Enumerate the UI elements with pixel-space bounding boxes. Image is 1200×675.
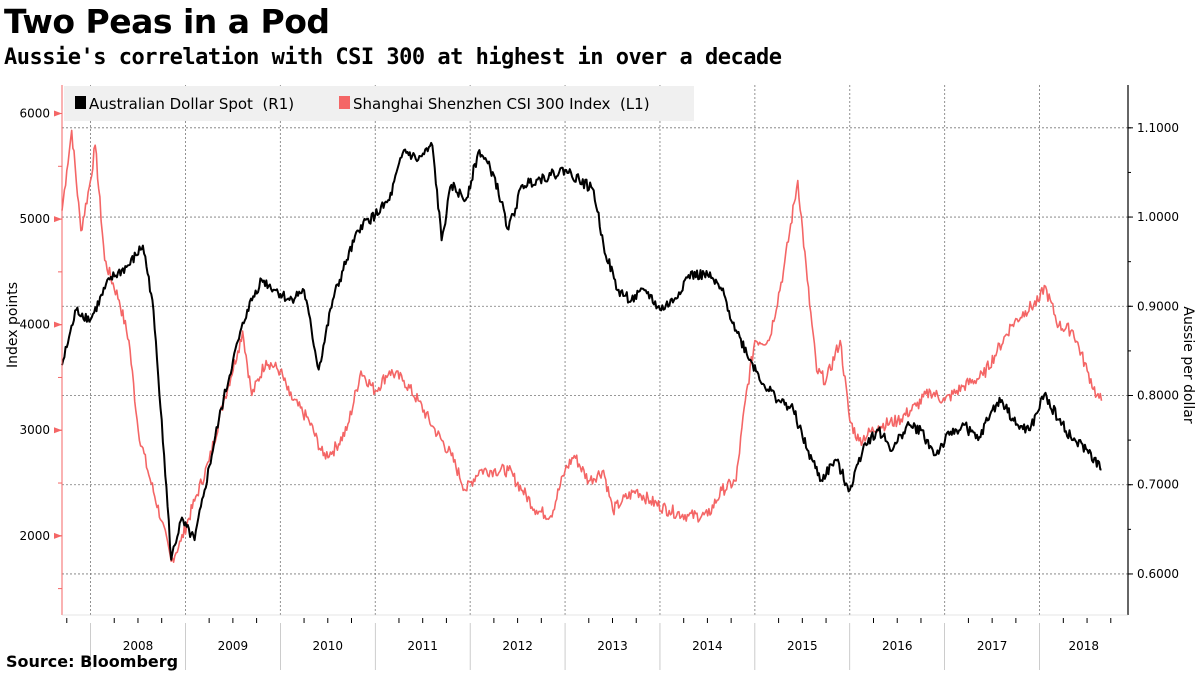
x-tick-label: 2015 <box>787 639 818 653</box>
y-right-tick-label: 0.7000 <box>1137 478 1179 492</box>
axes: 0.6000 0.7000 0.8000 0.9000 1.0000 1.1000 2000… <box>19 85 1179 670</box>
y-right-tick-label: 0.9000 <box>1137 299 1179 313</box>
y-left-tick-label: 5000 <box>19 212 50 226</box>
y-left-tick-label: 4000 <box>19 318 50 332</box>
legend-swatch-csi <box>339 96 350 109</box>
x-tick-label: 2017 <box>977 639 1008 653</box>
source-note: Source: Bloomberg <box>6 652 179 671</box>
y-axis-left-label: Index points <box>5 282 21 368</box>
x-tick-label: 2014 <box>692 639 723 653</box>
y-right-tick-label: 1.1000 <box>1137 121 1179 135</box>
x-tick-label: 2012 <box>502 639 533 653</box>
legend-label-csi: Shanghai Shenzhen CSI 300 Index (L1) <box>353 95 650 113</box>
chart-subtitle: Aussie's correlation with CSI 300 at hig… <box>4 45 782 70</box>
x-tick-label: 2010 <box>313 639 344 653</box>
x-tick-label: 2009 <box>218 639 249 653</box>
x-tick-label: 2016 <box>882 639 913 653</box>
y-right-tick-label: 0.8000 <box>1137 389 1179 403</box>
series-lines <box>61 129 1103 563</box>
y-left-tick-label: 2000 <box>19 529 50 543</box>
y-axis-right-label: Aussie per dollar <box>1180 306 1196 424</box>
legend: Australian Dollar Spot (R1) Shanghai She… <box>64 86 694 121</box>
x-tick-label: 2011 <box>407 639 438 653</box>
legend-swatch-aud <box>75 96 86 109</box>
y-left-tick-label: 6000 <box>19 107 50 121</box>
legend-label-aud: Australian Dollar Spot (R1) <box>89 95 294 113</box>
x-tick-label: 2013 <box>597 639 628 653</box>
x-tick-label: 2008 <box>123 639 154 653</box>
chart-title: Two Peas in a Pod <box>4 2 330 41</box>
legend-background <box>64 86 694 121</box>
y-right-tick-label: 1.0000 <box>1137 210 1179 224</box>
y-left-tick-label: 3000 <box>19 423 50 437</box>
series-line-csi300 <box>61 129 1103 563</box>
series-line-aud <box>61 141 1102 561</box>
grid <box>62 85 1128 615</box>
x-tick-label: 2018 <box>1069 639 1100 653</box>
y-right-tick-label: 0.6000 <box>1137 567 1179 581</box>
